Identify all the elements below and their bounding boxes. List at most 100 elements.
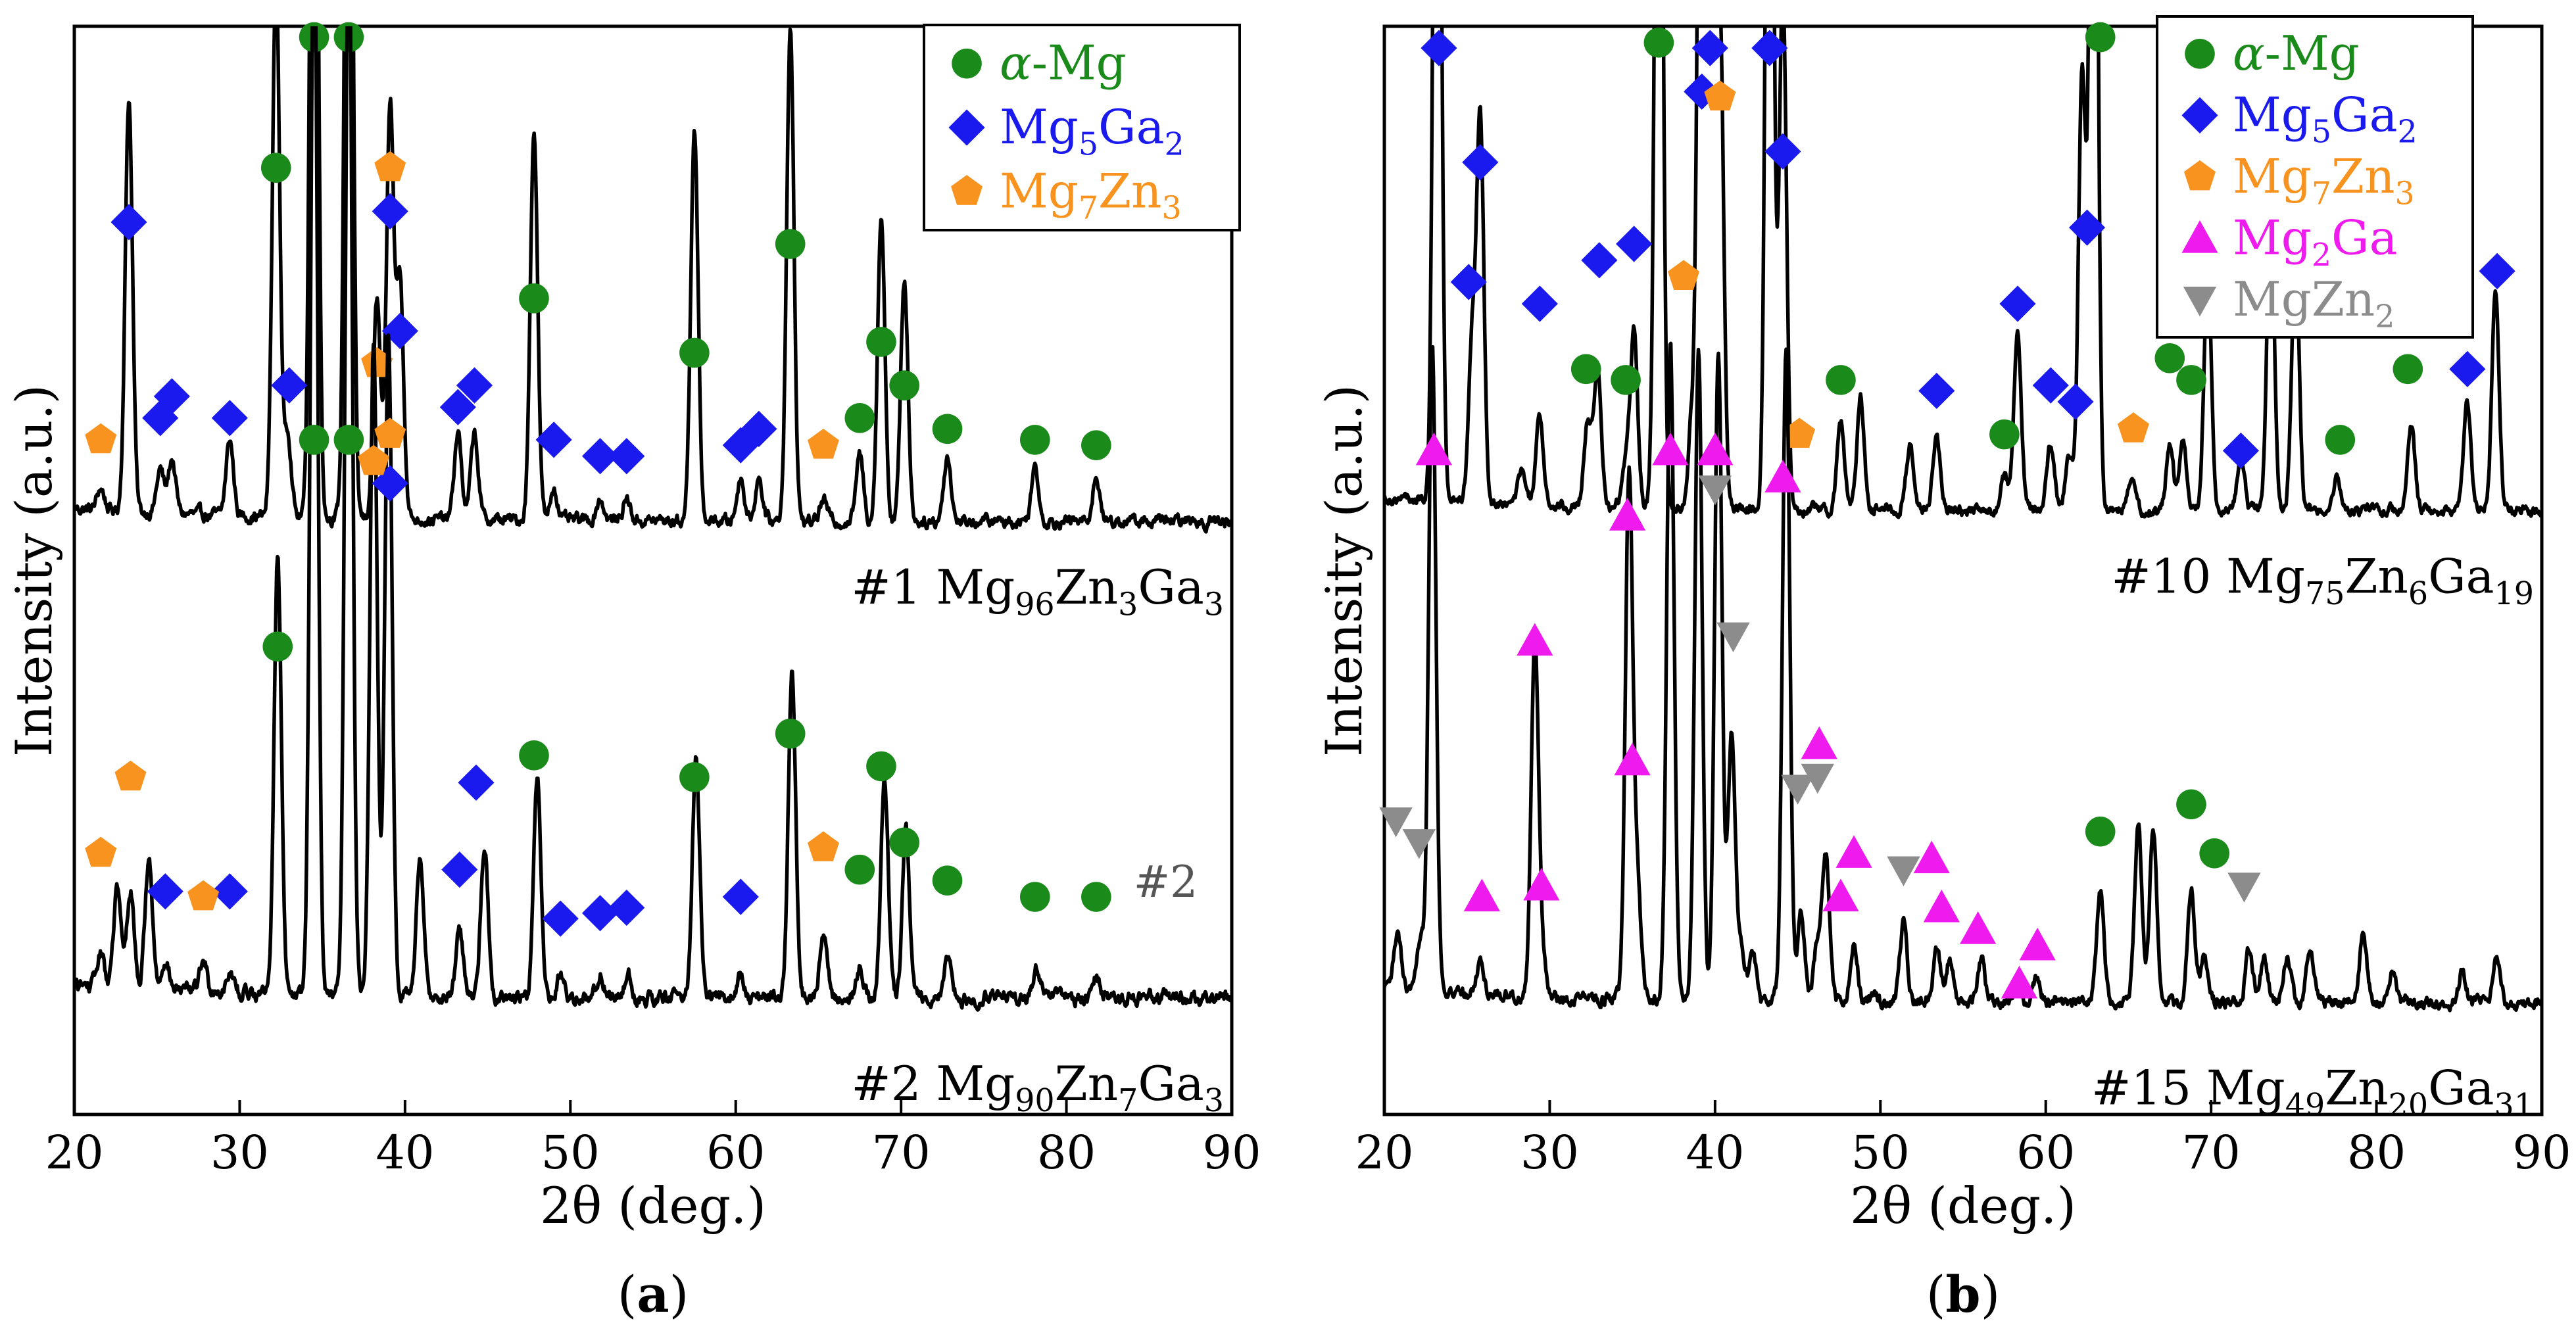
phase-marker-alpha-mg: [1989, 419, 2020, 450]
phase-marker-alpha-mg: [1020, 425, 1050, 455]
legend-a: α-Mg Mg5​Ga2​Mg7​Zn3​: [923, 24, 1241, 231]
panel-label-b: (b): [1926, 1265, 2000, 1324]
phase-marker-mg7zn3: [808, 831, 839, 861]
phase-marker-mg7zn3: [85, 423, 117, 454]
phase-marker-mg2ga: [1697, 432, 1734, 466]
phase-marker-alpha-mg: [333, 22, 364, 53]
phase-marker-alpha-mg: [679, 762, 710, 792]
phase-marker-mg7zn3: [361, 347, 393, 377]
xrd-trace: [74, 26, 1232, 1012]
phase-marker-mg2ga: [1835, 835, 1872, 868]
phase-marker-mg5ga2: [1691, 30, 1728, 66]
phase-marker-mg5ga2: [2068, 209, 2106, 246]
x-tick-label: 30: [1520, 1126, 1579, 1180]
phase-marker-alpha-mg: [2325, 425, 2356, 455]
phase-marker-mg5ga2: [2222, 432, 2259, 469]
phase-marker-mg5ga2: [1616, 226, 1653, 262]
x-tick-label: 20: [45, 1126, 103, 1180]
phase-marker-mg5ga2: [581, 895, 619, 932]
phase-marker-mg5ga2: [1918, 372, 1955, 410]
phase-marker-alpha-mg: [2154, 343, 2185, 373]
x-axis-ticks-b: 20 30 40 50 60 70 80 90: [1355, 1100, 2571, 1180]
x-tick-label: 40: [1686, 1126, 1744, 1180]
panel-letter-a: a: [637, 1265, 669, 1324]
phase-marker-mg2ga: [2019, 927, 2056, 961]
phase-marker-mg5ga2: [1751, 30, 1788, 66]
phase-marker-mg2ga: [1801, 726, 1837, 759]
phase-marker-mg2ga: [1822, 878, 1859, 912]
legend-label-alpha-mg: α-Mg: [2233, 26, 2360, 81]
phase-marker-mgzn2: [1402, 829, 1436, 859]
phase-marker-mg5ga2: [741, 410, 777, 447]
phase-marker-alpha-mg: [889, 370, 919, 400]
xrd-trace: [1384, 341, 2542, 1013]
legend-marker-mg5ga2: [2181, 97, 2218, 133]
x-tick-label: 80: [2347, 1126, 2406, 1180]
phase-marker-mg5ga2: [535, 421, 572, 458]
legend-label-mgzn2: MgZn2​: [2233, 272, 2394, 335]
xrd-trace: [74, 26, 1232, 534]
phase-marker-mg5ga2: [1450, 264, 1487, 300]
legend-marker-mg5ga2: [948, 109, 985, 146]
phase-marker-alpha-mg: [1020, 882, 1050, 912]
phase-marker-alpha-mg: [866, 751, 896, 782]
phase-marker-mg7zn3: [187, 880, 220, 911]
sample-label: #15 Mg49​Zn20​Ga31​: [2091, 1061, 2534, 1124]
xrd-trace: [1384, 26, 2542, 519]
phase-marker-alpha-mg: [932, 414, 963, 444]
phase-marker-mg2ga: [1415, 432, 1453, 466]
phase-marker-mg5ga2: [211, 873, 248, 910]
x-tick-label: 60: [706, 1126, 765, 1180]
phase-marker-mg5ga2: [1421, 30, 1457, 66]
phase-marker-mgzn2: [1716, 622, 1750, 652]
phase-marker-alpha-mg: [1611, 365, 1641, 395]
panel-letter-b: b: [1945, 1265, 1980, 1324]
phase-marker-mgzn2: [2227, 873, 2261, 903]
annotation-text: #2: [1134, 857, 1198, 907]
phase-marker-mg5ga2: [147, 873, 183, 910]
legend-label-alpha-mg: α-Mg: [1000, 36, 1127, 91]
phase-marker-mg5ga2: [2032, 367, 2069, 404]
phase-marker-alpha-mg: [1643, 28, 1674, 58]
phase-marker-alpha-mg: [2085, 22, 2116, 53]
phase-marker-mg5ga2: [1999, 285, 2036, 322]
x-tick-label: 70: [872, 1126, 931, 1180]
panel-b: #10 Mg75​Zn6​Ga19​ #15 Mg49​Zn20​Ga31​ 20…: [1315, 15, 2571, 1324]
phase-marker-mg5ga2: [1764, 133, 1801, 170]
phase-marker-mgzn2: [1379, 807, 1413, 838]
phase-marker-mg7zn3: [1704, 80, 1736, 110]
phase-marker-mg5ga2: [2449, 350, 2486, 387]
phase-marker-alpha-mg: [299, 425, 329, 455]
legend-label-mg7zn3: Mg7​Zn3​: [1000, 163, 1182, 226]
phase-marker-mg7zn3: [114, 760, 147, 791]
phase-marker-alpha-mg: [775, 229, 806, 259]
legend-marker-mg7zn3: [951, 175, 983, 205]
phase-marker-alpha-mg: [2176, 365, 2206, 395]
phase-marker-alpha-mg: [2085, 816, 2116, 847]
sample-label: #10 Mg75​Zn6​Ga19​: [2111, 548, 2534, 611]
phase-marker-mg7zn3: [808, 429, 839, 459]
phase-marker-mgzn2: [1887, 856, 1920, 886]
phase-marker-alpha-mg: [775, 718, 806, 749]
legend-label-mg7zn3: Mg7​Zn3​: [2233, 149, 2415, 212]
phase-marker-mg5ga2: [608, 889, 645, 926]
phase-marker-alpha-mg: [260, 153, 291, 183]
x-tick-label: 40: [376, 1126, 434, 1180]
phase-marker-mg7zn3: [1784, 418, 1816, 448]
phase-marker-mg7zn3: [85, 836, 117, 867]
phase-marker-alpha-mg: [333, 425, 364, 455]
phase-marker-alpha-mg: [889, 827, 919, 858]
phase-marker-mg5ga2: [441, 851, 478, 888]
phase-marker-alpha-mg: [1826, 365, 1856, 395]
legend-marker-alpha-mg: [2185, 39, 2215, 69]
x-tick-label: 50: [541, 1126, 600, 1180]
phase-marker-mg2ga: [1609, 498, 1646, 531]
phase-marker-alpha-mg: [844, 403, 875, 433]
panel-a: #1 Mg96​Zn3​Ga3​ #2 Mg90​Zn7​Ga3​ #2 20 30 4…: [5, 22, 1261, 1324]
legend-label-mg2ga: Mg2​Ga: [2233, 210, 2398, 274]
x-tick-label: 90: [1202, 1126, 1261, 1180]
legend-label-mg5ga2: Mg5​Ga2​: [1000, 99, 1184, 162]
phase-marker-mg2ga: [1923, 889, 1960, 922]
x-tick-label: 60: [2016, 1126, 2075, 1180]
phase-marker-mg7zn3: [358, 444, 390, 475]
